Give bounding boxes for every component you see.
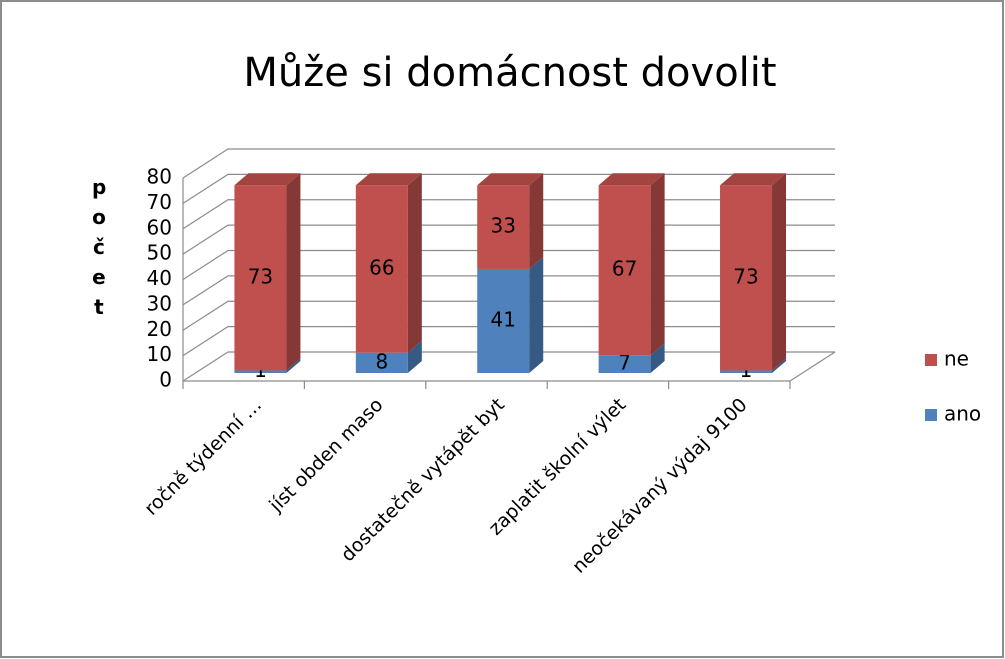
bar-front: [598, 355, 651, 373]
grid-line: [182, 148, 835, 179]
data-label: 33: [491, 214, 516, 238]
bar-front: [234, 370, 287, 373]
y-tick-label: 40: [147, 266, 172, 290]
data-label: 8: [375, 349, 388, 373]
bar-front: [720, 185, 773, 371]
bar-top: [598, 173, 665, 186]
bar-top: [720, 173, 787, 186]
bar-side: [529, 173, 544, 269]
y-tick-label: 60: [147, 215, 172, 239]
data-label: 7: [618, 351, 631, 375]
y-axis-label-box: počet: [92, 175, 107, 319]
bar-top: [477, 173, 544, 186]
legend-label: ano: [944, 402, 981, 426]
bar-side: [407, 173, 422, 353]
bar-side: [650, 343, 665, 373]
bar-front: [477, 268, 530, 373]
y-tick-label: 50: [147, 241, 172, 265]
bar-front: [355, 185, 408, 353]
bar-side: [407, 340, 422, 373]
y-tick-label: 20: [147, 317, 172, 341]
bar-front: [355, 352, 408, 373]
legend-swatch: [925, 409, 937, 421]
legend-swatch: [925, 354, 937, 366]
bar-front: [598, 185, 651, 356]
bar-front: [234, 185, 287, 371]
chart-title: Může si domácnost dovolit: [243, 50, 776, 96]
y-tick-label: 10: [147, 342, 172, 366]
y-tick-label: 70: [147, 190, 172, 214]
floor-edge: [789, 351, 836, 382]
y-tick-label: 0: [159, 368, 172, 392]
bar-side: [286, 173, 301, 371]
y-tick-label: 30: [147, 291, 172, 315]
bar-side: [650, 173, 665, 356]
data-label: 73: [733, 264, 758, 288]
bar-side: [772, 173, 787, 371]
data-label: 66: [369, 255, 394, 279]
y-tick-label: 80: [147, 165, 172, 189]
bar-front: [477, 185, 530, 269]
data-label: 73: [248, 264, 273, 288]
legend-label: ne: [944, 347, 969, 371]
bar-top: [234, 173, 301, 186]
data-label: 67: [612, 257, 637, 281]
bar-side: [772, 358, 787, 373]
bar-side: [286, 358, 301, 373]
bar-top: [355, 173, 422, 186]
bar-front: [720, 370, 773, 373]
data-label: 41: [491, 307, 516, 331]
y-axis-label: počet: [92, 175, 107, 319]
bar-side: [529, 256, 544, 373]
